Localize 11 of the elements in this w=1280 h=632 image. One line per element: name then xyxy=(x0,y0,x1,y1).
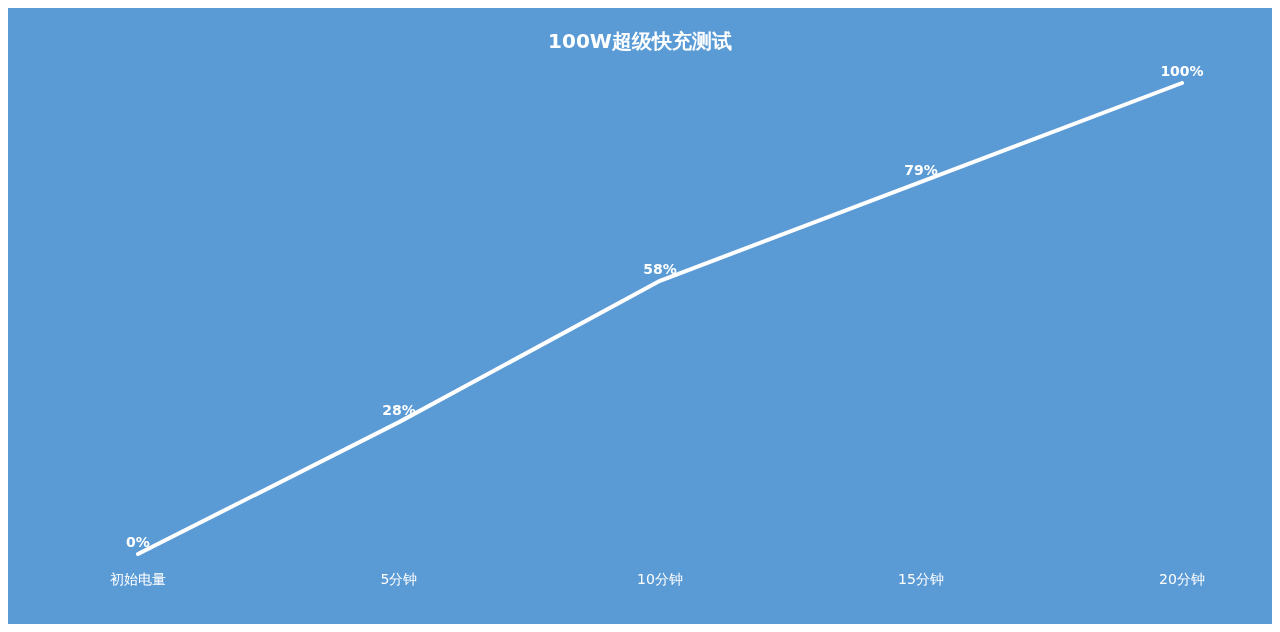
chart-title: 100W超级快充测试 xyxy=(548,29,732,53)
x-tick-label: 5分钟 xyxy=(380,571,418,587)
x-tick-label: 15分钟 xyxy=(898,571,944,587)
x-tick-label: 20分钟 xyxy=(1159,571,1205,587)
x-tick-label: 10分钟 xyxy=(637,571,683,587)
x-tick-label: 初始电量 xyxy=(110,571,166,587)
data-label: 58% xyxy=(643,260,677,277)
data-label: 79% xyxy=(904,161,938,178)
data-label: 100% xyxy=(1160,63,1204,79)
data-label: 28% xyxy=(382,402,416,419)
data-label: 0% xyxy=(126,534,150,550)
